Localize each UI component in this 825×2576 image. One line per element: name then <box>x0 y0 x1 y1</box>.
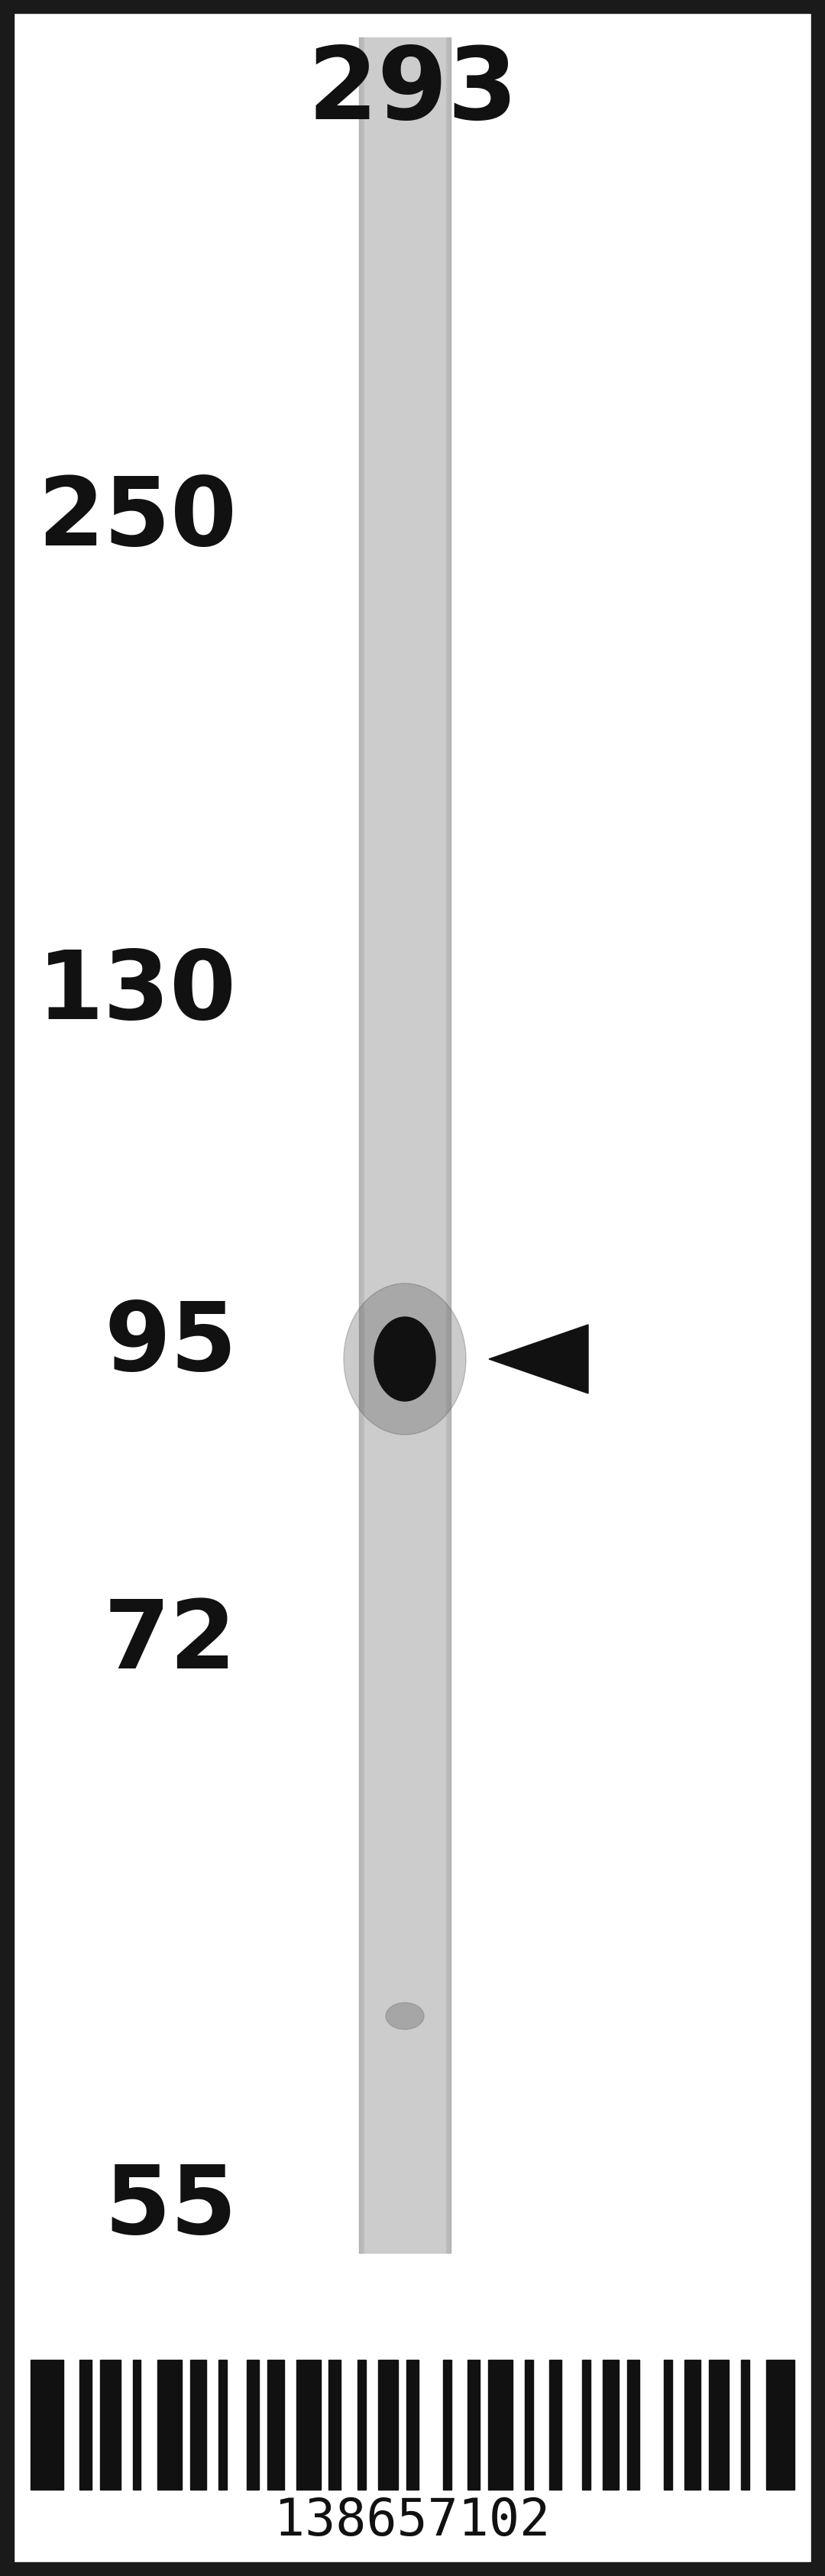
Bar <box>0 0 825 13</box>
Bar <box>449 39 450 2254</box>
Bar <box>709 2360 729 2488</box>
Bar <box>488 2360 512 2488</box>
Bar <box>582 2360 590 2488</box>
Bar <box>296 2360 321 2488</box>
Bar <box>602 2360 619 2488</box>
Bar <box>448 39 450 2254</box>
Bar <box>31 2360 64 2488</box>
Ellipse shape <box>344 1283 466 1435</box>
Ellipse shape <box>375 1316 436 1401</box>
Bar <box>328 2360 341 2488</box>
Ellipse shape <box>386 2002 424 2030</box>
Bar <box>766 2360 794 2488</box>
Bar <box>100 2360 120 2488</box>
Bar <box>357 2360 365 2488</box>
Bar <box>359 39 362 2254</box>
Bar <box>359 39 450 2254</box>
Bar <box>0 2563 825 2576</box>
Text: 138657102: 138657102 <box>275 2496 550 2545</box>
Bar <box>742 2360 749 2488</box>
Text: 95: 95 <box>104 1298 237 1391</box>
Bar <box>219 2360 227 2488</box>
Bar <box>133 2360 141 2488</box>
Bar <box>664 2360 672 2488</box>
Bar <box>247 2360 259 2488</box>
Bar <box>158 2360 181 2488</box>
Text: 72: 72 <box>104 1595 237 1687</box>
Bar <box>190 2360 206 2488</box>
Text: 55: 55 <box>104 2161 237 2254</box>
Polygon shape <box>489 1324 588 1394</box>
Bar <box>684 2360 700 2488</box>
Bar <box>0 0 14 2576</box>
Text: 130: 130 <box>37 945 237 1038</box>
Bar <box>811 0 825 2576</box>
Bar <box>549 2360 562 2488</box>
Text: 293: 293 <box>307 44 518 139</box>
Text: 250: 250 <box>37 474 237 567</box>
Bar <box>407 2360 418 2488</box>
Bar <box>359 39 364 2254</box>
Bar <box>79 2360 92 2488</box>
Bar <box>525 2360 533 2488</box>
Bar <box>267 2360 284 2488</box>
Bar <box>446 39 450 2254</box>
Bar <box>468 2360 480 2488</box>
Bar <box>627 2360 639 2488</box>
Bar <box>359 39 361 2254</box>
Bar <box>443 2360 451 2488</box>
Bar <box>378 2360 398 2488</box>
